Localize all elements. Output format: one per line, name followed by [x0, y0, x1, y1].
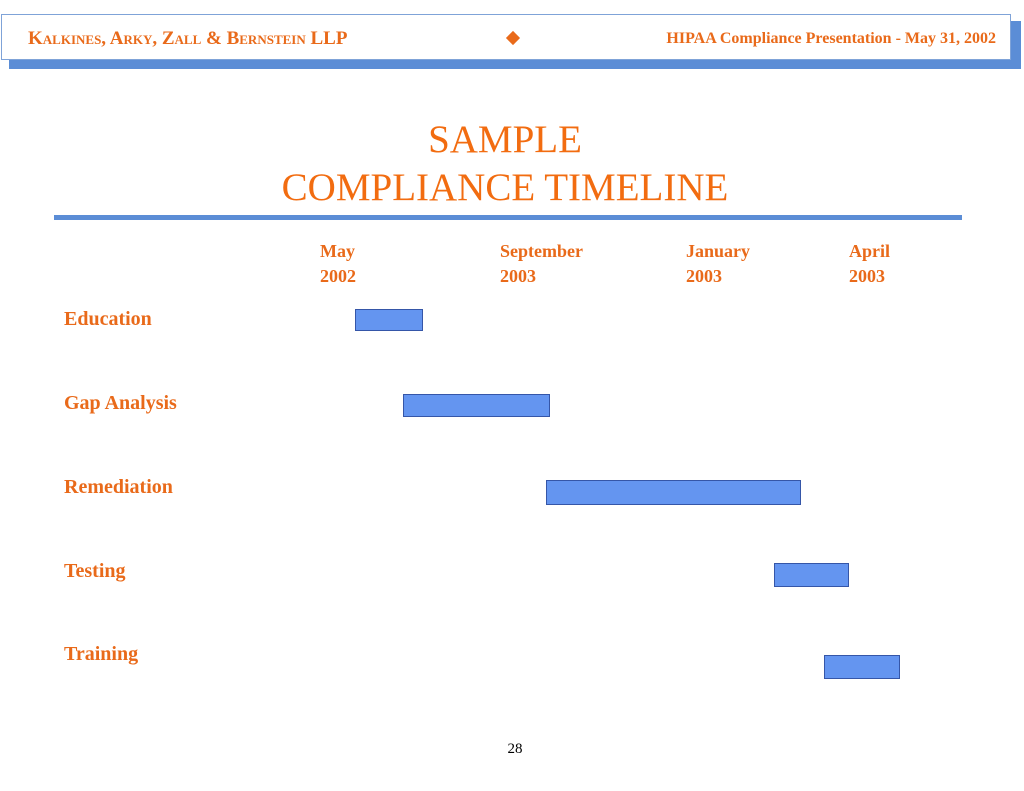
title-underline — [54, 215, 962, 220]
slide-title-line-2: COMPLIANCE TIMELINE — [281, 166, 729, 209]
month-name: April — [849, 241, 891, 261]
timeline-bar-training — [824, 655, 900, 679]
timeline-bar-testing — [774, 563, 849, 587]
task-label-gap-analysis: Gap Analysis — [64, 392, 177, 414]
month-year: 2003 — [849, 266, 885, 286]
month-year: 2003 — [500, 266, 536, 286]
task-label-education: Education — [64, 308, 152, 330]
month-label-april: April 2003 — [849, 239, 890, 289]
month-name: May — [320, 241, 355, 261]
slide-header: Kalkines, Arky, Zall & Bernstein LLP HIP… — [1, 14, 1011, 60]
month-label-january: January 2003 — [686, 239, 750, 289]
task-label-remediation: Remediation — [64, 476, 173, 498]
firm-name: Kalkines, Arky, Zall & Bernstein LLP — [28, 28, 348, 49]
timeline-bar-gap-analysis — [403, 394, 550, 417]
timeline-bar-education — [355, 309, 423, 331]
month-year: 2002 — [320, 266, 356, 286]
month-year: 2003 — [686, 266, 722, 286]
month-label-may: May 2002 — [320, 239, 356, 289]
timeline-bar-remediation — [546, 480, 801, 505]
task-label-training: Training — [64, 643, 139, 665]
task-label-testing: Testing — [64, 560, 126, 582]
page-number: 28 — [507, 741, 523, 757]
month-name: September — [500, 241, 583, 261]
slide-title-line-1: SAMPLE — [428, 118, 582, 161]
month-name: January — [686, 241, 751, 261]
header-subtitle: HIPAA Compliance Presentation - May 31, … — [666, 30, 996, 47]
diamond-icon — [505, 30, 521, 46]
month-label-september: September 2003 — [500, 239, 583, 289]
